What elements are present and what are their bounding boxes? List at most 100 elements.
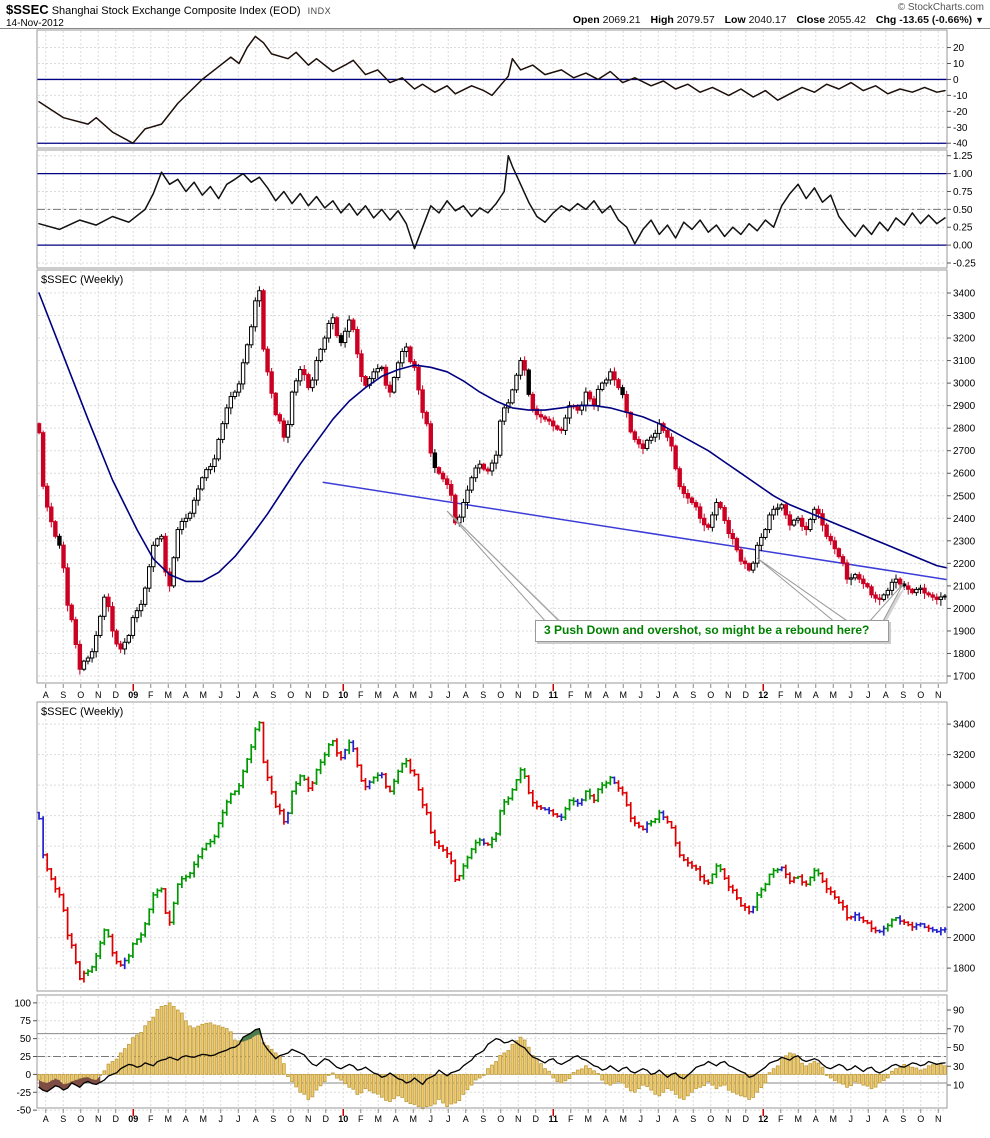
svg-text:75: 75 [20, 1016, 32, 1027]
svg-text:11: 11 [548, 1114, 558, 1124]
svg-text:M: M [830, 1114, 838, 1124]
svg-text:3300: 3300 [953, 311, 976, 322]
svg-text:J: J [429, 690, 434, 700]
svg-text:O: O [917, 1114, 924, 1124]
exchange-label: INDX [307, 6, 332, 16]
svg-text:30: 30 [953, 1062, 965, 1073]
close-value: 2055.42 [827, 14, 866, 26]
quote-dropdown-icon[interactable]: ▼ [975, 15, 984, 25]
svg-text:D: D [533, 690, 540, 700]
svg-text:2600: 2600 [953, 842, 976, 853]
svg-text:09: 09 [128, 1114, 138, 1124]
svg-text:S: S [900, 690, 906, 700]
svg-text:2800: 2800 [953, 811, 976, 822]
svg-text:J: J [849, 690, 854, 700]
high-value: 2079.57 [676, 14, 715, 26]
svg-text:N: N [95, 1114, 102, 1124]
svg-text:M: M [200, 690, 208, 700]
svg-text:D: D [323, 1114, 330, 1124]
svg-text:A: A [883, 1114, 889, 1124]
svg-text:1.00: 1.00 [953, 169, 973, 180]
svg-text:A: A [393, 690, 399, 700]
svg-text:11: 11 [548, 690, 558, 700]
svg-text:A: A [883, 690, 889, 700]
svg-text:2000: 2000 [953, 604, 976, 615]
svg-text:J: J [219, 690, 224, 700]
svg-text:3200: 3200 [953, 334, 976, 345]
svg-text:A: A [813, 690, 819, 700]
close-label: Close [796, 14, 826, 26]
svg-text:2100: 2100 [953, 581, 976, 592]
svg-text:O: O [917, 690, 924, 700]
svg-text:1800: 1800 [953, 964, 976, 975]
svg-text:0.75: 0.75 [953, 187, 973, 198]
svg-text:F: F [148, 1114, 154, 1124]
svg-text:A: A [673, 1114, 679, 1124]
svg-text:0.00: 0.00 [953, 241, 973, 252]
svg-text:S: S [270, 690, 276, 700]
svg-text:A: A [393, 1114, 399, 1124]
svg-text:J: J [236, 1114, 241, 1124]
low-value: 2040.17 [748, 14, 787, 26]
svg-text:M: M [410, 690, 418, 700]
chart-header-title: $SSEC Shanghai Stock Exchange Composite … [6, 2, 331, 17]
svg-text:N: N [515, 1114, 522, 1124]
svg-text:D: D [113, 1114, 120, 1124]
svg-text:M: M [585, 1114, 593, 1124]
svg-text:M: M [830, 690, 838, 700]
svg-text:-50: -50 [17, 1106, 32, 1117]
date-label: 14-Nov-2012 [6, 18, 64, 29]
svg-text:A: A [813, 1114, 819, 1124]
ticker-symbol: $SSEC [6, 2, 49, 17]
svg-text:N: N [305, 690, 312, 700]
svg-text:N: N [515, 690, 522, 700]
svg-text:A: A [463, 1114, 469, 1124]
svg-text:-0.25: -0.25 [953, 258, 976, 269]
svg-text:0.25: 0.25 [953, 223, 973, 234]
svg-text:3400: 3400 [953, 720, 976, 731]
main-chart-label: $SSEC (Weekly) [41, 274, 124, 286]
annotation-callout: 3 Push Down and overshot, so might be a … [535, 620, 889, 642]
svg-text:10: 10 [953, 59, 965, 70]
svg-text:S: S [60, 690, 66, 700]
svg-text:90: 90 [953, 1006, 965, 1017]
svg-text:M: M [795, 690, 803, 700]
svg-text:-10: -10 [953, 91, 968, 102]
svg-text:F: F [778, 1114, 784, 1124]
svg-text:S: S [690, 1114, 696, 1124]
quote-line: Open 2069.21 High 2079.57 Low 2040.17 Cl… [566, 14, 984, 26]
svg-text:O: O [497, 1114, 504, 1124]
svg-text:2500: 2500 [953, 491, 976, 502]
svg-text:2900: 2900 [953, 401, 976, 412]
svg-text:25: 25 [20, 1052, 32, 1063]
svg-text:-25: -25 [17, 1088, 32, 1099]
svg-text:N: N [305, 1114, 312, 1124]
svg-text:70: 70 [953, 1024, 965, 1035]
svg-text:M: M [585, 690, 593, 700]
svg-text:3000: 3000 [953, 781, 976, 792]
open-label: Open [572, 14, 600, 26]
svg-text:0: 0 [25, 1070, 31, 1081]
svg-text:N: N [935, 1114, 942, 1124]
svg-text:A: A [183, 690, 189, 700]
svg-text:A: A [253, 690, 259, 700]
svg-text:1800: 1800 [953, 649, 976, 660]
chart-title: Shanghai Stock Exchange Composite Index … [51, 5, 301, 17]
open-value: 2069.21 [602, 14, 641, 26]
svg-text:M: M [200, 1114, 208, 1124]
svg-text:D: D [113, 690, 120, 700]
svg-text:50: 50 [953, 1043, 965, 1054]
header-left: $SSEC Shanghai Stock Exchange Composite … [6, 2, 331, 29]
svg-text:O: O [287, 690, 294, 700]
svg-text:-30: -30 [953, 123, 968, 134]
svg-text:-40: -40 [953, 139, 968, 150]
svg-text:10: 10 [338, 1114, 348, 1124]
svg-text:100: 100 [14, 998, 31, 1009]
svg-text:3400: 3400 [953, 288, 976, 299]
svg-text:N: N [725, 1114, 732, 1124]
svg-text:2800: 2800 [953, 424, 976, 435]
header-right: © StockCharts.com Open 2069.21 High 2079… [566, 2, 984, 26]
svg-text:A: A [43, 690, 49, 700]
